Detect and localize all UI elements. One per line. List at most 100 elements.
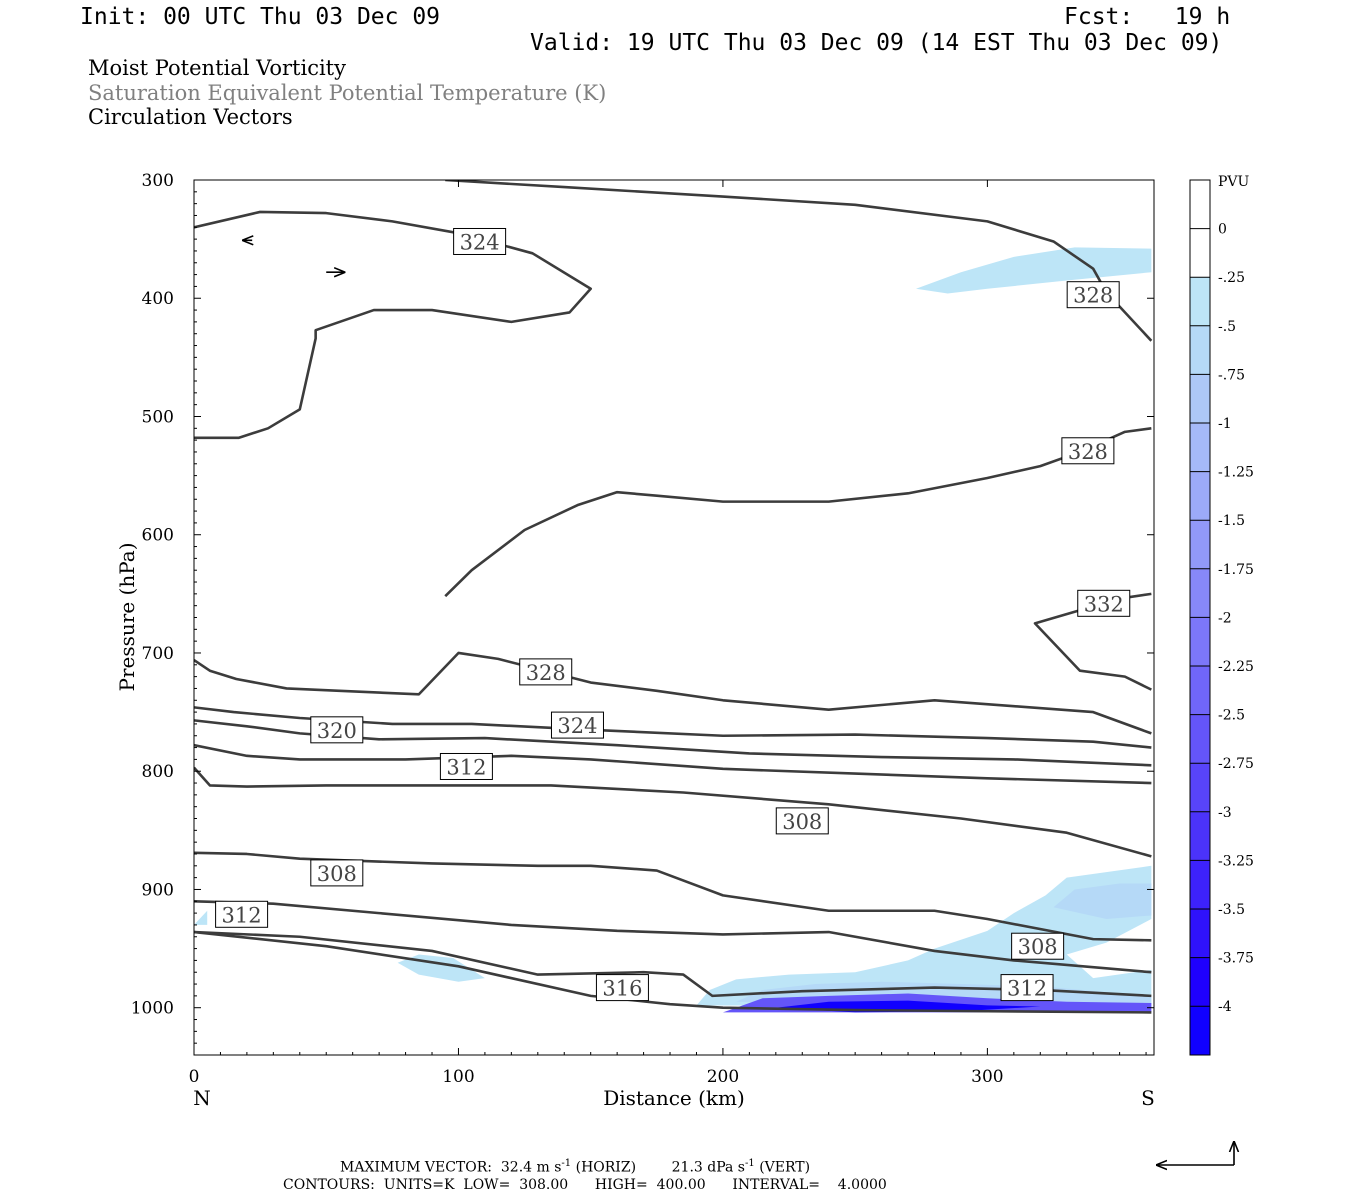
contour-312-8 [194,766,1152,858]
colorbar-unit: PVU [1218,174,1250,190]
contour-label-328: 328 [1073,284,1113,308]
colorbar-cell-2 [1190,277,1210,326]
contour-320-12 [194,930,1152,1014]
y-tick-label-300: 300 [142,171,174,191]
x-axis-label: Distance (km) [603,1086,745,1110]
colorbar-cell-15 [1190,909,1210,958]
title-vectors: Circulation Vectors [88,105,293,129]
contour-label-box-8 [775,807,829,835]
colorbar-label: -1 [1218,416,1232,432]
y-tick-label-900: 900 [142,880,174,900]
colorbar-label: -2.25 [1218,659,1254,675]
contour-label-308: 308 [782,810,822,834]
north-label: N [193,1086,211,1110]
contour-label-320: 320 [317,719,357,743]
colorbar-cell-6 [1190,471,1210,521]
colorbar-label: -.25 [1218,270,1245,286]
contour-label-324: 324 [460,230,500,254]
contour-label-box-13 [1000,974,1054,1002]
contour-320-6 [194,719,1152,767]
contour-label-box-11 [1011,932,1065,960]
colorbar-cell-14 [1190,860,1210,909]
y-axis-label: Pressure (hPa) [115,543,139,692]
colorbar-cell-10 [1190,666,1210,715]
colorbar-cell-3 [1190,325,1210,375]
colorbar-label: 0 [1218,222,1227,238]
contour-label-box-4 [519,658,573,686]
colorbar-label: -2.5 [1218,708,1245,724]
contour-label-box-10 [215,900,269,928]
contour-label-312: 312 [446,755,486,779]
contour-label-box-7 [439,752,493,780]
colorbar-label: -2.75 [1218,756,1254,772]
pv-shade-0 [915,247,1152,294]
contour-label-box-1 [1066,281,1120,309]
colorbar-label: -1.75 [1218,562,1254,578]
y-tick-label-500: 500 [142,407,174,427]
south-label: S [1141,1086,1155,1110]
contour-316-11 [194,930,1152,998]
colorbar-label: -2 [1218,610,1232,626]
colorbar-cell-13 [1190,811,1210,861]
colorbar-label: -1.5 [1218,513,1245,529]
contour-label-308: 308 [1018,935,1058,959]
pv-shade-3 [696,865,1152,1008]
contour-label-308: 308 [317,862,357,886]
valid-time: Valid: 19 UTC Thu 03 Dec 09 (14 EST Thu … [530,30,1223,56]
colorbar-cell-0 [1190,180,1210,229]
contour-label-box-12 [595,974,649,1002]
reference-vector [1157,1142,1234,1165]
contour-label-box-6 [550,711,604,739]
colorbar-label: -3.5 [1218,902,1245,918]
colorbar-label: -4 [1218,999,1232,1015]
contour-label-box-3 [1077,589,1131,617]
x-tick-label-300: 300 [971,1067,1003,1087]
contour-label-328: 328 [1068,440,1108,464]
colorbar-cell-9 [1190,617,1210,666]
y-tick-label-600: 600 [142,526,174,546]
colorbar-cell-7 [1190,520,1210,569]
contour-328-2 [444,427,1152,598]
y-tick-label-400: 400 [142,289,174,309]
colorbar-cell-8 [1190,568,1210,618]
colorbar-cell-17 [1190,1006,1210,1055]
contour-308-9 [194,851,1152,942]
colorbar-label: -3 [1218,805,1232,821]
contour-label-box-5 [310,716,364,744]
contour-label-312: 312 [222,903,262,927]
colorbar-label: -3.75 [1218,951,1254,967]
y-tick-label-1000: 1000 [131,999,174,1019]
y-tick-label-700: 700 [142,644,174,664]
init-time: Init: 00 UTC Thu 03 Dec 09 [80,4,441,30]
colorbar-cell-12 [1190,763,1210,812]
x-tick-label-100: 100 [442,1067,474,1087]
colorbar-label: -1.25 [1218,465,1254,481]
contour-324-0 [194,210,592,440]
contour-316-7 [194,743,1152,785]
colorbar-label: -.75 [1218,367,1245,383]
contour-312-10 [194,899,1152,974]
colorbar-cell-11 [1190,714,1210,764]
x-tick-label-0: 0 [189,1067,200,1087]
colorbar-cell-1 [1190,228,1210,278]
x-tick-label-200: 200 [707,1067,739,1087]
contour-label-312: 312 [1007,977,1047,1001]
colorbar-cell-16 [1190,957,1210,1007]
contour-label-box-2 [1061,437,1115,465]
y-tick-label-800: 800 [142,762,174,782]
max-vector-text: MAXIMUM VECTOR: 32.4 m s-1 (HORIZ) 21.3 … [340,1158,811,1176]
colorbar-label: -.5 [1218,319,1236,335]
pv-shade-4 [1053,883,1152,920]
title-pv: Moist Potential Vorticity [88,56,346,80]
contour-info-text: CONTOURS: UNITS=K LOW= 308.00 HIGH= 400.… [283,1177,887,1193]
colorbar-cell-4 [1190,374,1210,423]
forecast-hour: Fcst: 19 h [1064,4,1231,30]
colorbar-cell-5 [1190,423,1210,472]
contour-label-box-9 [310,859,364,887]
title-theta-es: Saturation Equivalent Potential Temperat… [88,81,607,105]
contour-label-box-0 [453,227,507,255]
pv-shade-1 [194,910,208,925]
contour-label-324: 324 [557,714,597,738]
contour-label-316: 316 [602,977,642,1001]
